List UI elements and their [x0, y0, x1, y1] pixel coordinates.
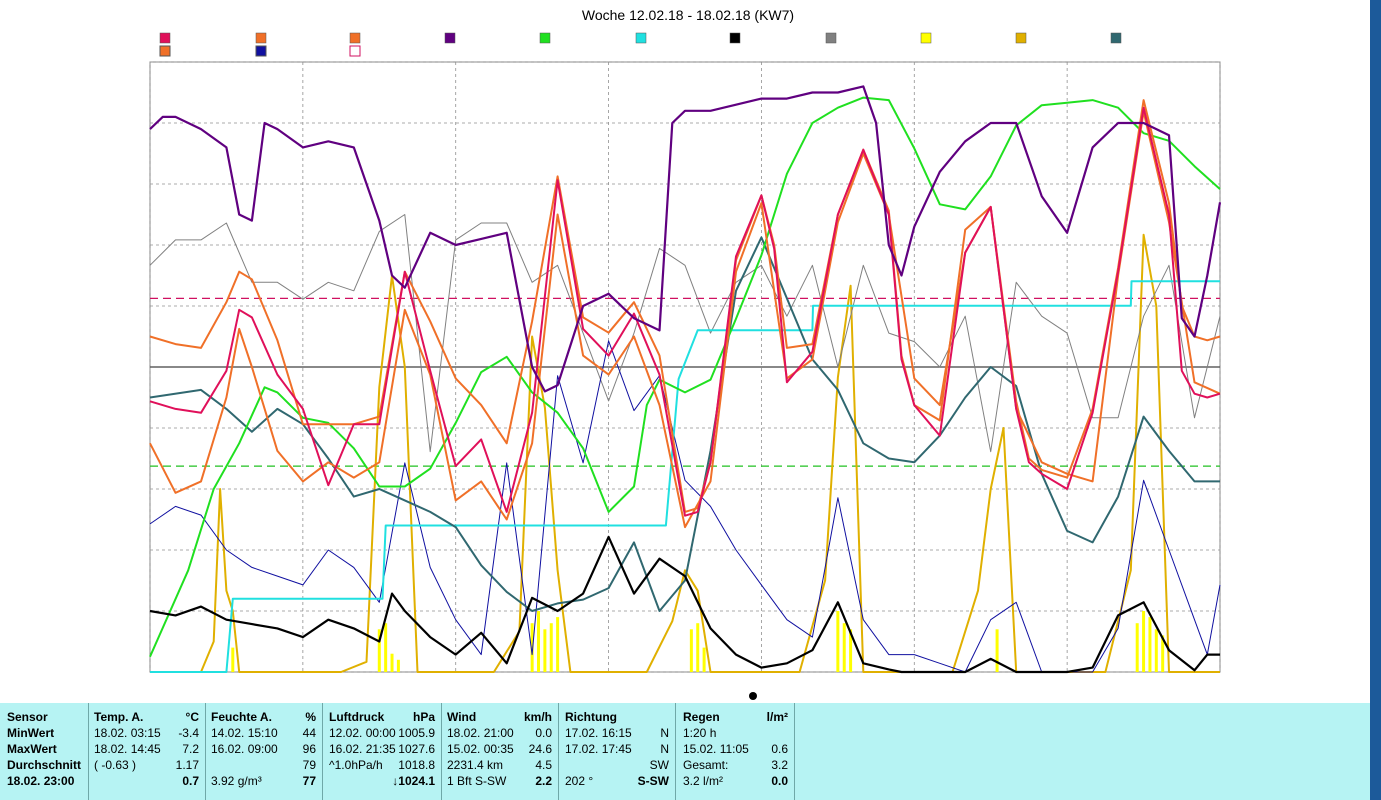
wind-distance: 2231.4 km [447, 758, 504, 772]
pressure-trend: ^1.0hPa/h [329, 758, 383, 772]
series-line-temp-a [149, 106, 1221, 517]
temp-avg-value: 1.17 [175, 758, 199, 772]
direction-max-time: 17.02. 17:45 [565, 742, 632, 756]
direction-degrees: 202 ° [565, 774, 594, 788]
series-line-feuchte-a [149, 85, 1222, 393]
legend-swatch [349, 45, 361, 57]
legend-swatch [729, 32, 741, 44]
legend-swatch [920, 32, 932, 44]
legend-swatch [1110, 32, 1122, 44]
direction-min-value: N [660, 726, 669, 740]
rain-header: Regen [683, 710, 720, 724]
rain-unit: l/m² [766, 710, 788, 724]
pressure-current-value: ↓1024.1 [392, 774, 435, 788]
direction-avg-value: SW [649, 758, 669, 772]
humidity-min-value: 44 [302, 726, 316, 740]
pressure-min-value: 1005.9 [398, 726, 435, 740]
wind-avg-value: 4.5 [535, 758, 552, 772]
humidity-avg-value: 79 [302, 758, 316, 772]
series-line-windchill [149, 110, 1221, 529]
humidity-header: Feuchte A. [211, 710, 272, 724]
direction-header: Richtung [565, 710, 617, 724]
series-line-solar [150, 233, 1220, 673]
temp-min-time: 18.02. 03:15 [94, 726, 161, 740]
wind-min-time: 18.02. 21:00 [447, 726, 514, 740]
series-line-wind [149, 535, 1220, 674]
rain-current-value: 0.0 [771, 774, 788, 788]
direction-max-value: N [660, 742, 669, 756]
wind-unit: km/h [523, 710, 552, 724]
wind-max-time: 15.02. 00:35 [447, 742, 514, 756]
pressure-column: Luftdruck hPa 12.02. 00:00 1005.9 16.02.… [323, 703, 442, 800]
temp-header: Temp. A. [94, 710, 144, 724]
series-line-luftdruck [149, 96, 1221, 658]
sensor-header: Sensor [7, 710, 48, 724]
wind-beaufort: 1 Bft S-SW [447, 774, 507, 788]
humidity-min-time: 14.02. 15:10 [211, 726, 278, 740]
legend-swatch [349, 32, 361, 44]
wind-max-value: 24.6 [528, 742, 552, 756]
pressure-unit: hPa [412, 710, 435, 724]
row-label-avg: Durchschnitt [7, 758, 82, 772]
rain-max-time: 15.02. 11:05 [683, 742, 749, 756]
legend [159, 32, 1122, 57]
temp-max-time: 18.02. 14:45 [94, 742, 161, 756]
temp-min-value: -3.4 [178, 726, 199, 740]
humidity-current-value: 77 [302, 774, 316, 788]
wind-column: Wind km/h 18.02. 21:00 0.0 15.02. 00:35 … [442, 703, 559, 800]
humidity-abs-value: 3.92 g/m³ [211, 774, 262, 788]
weather-week-chart: Woche 12.02.18 - 18.02.18 (KW7) [149, 7, 1222, 700]
rain-duration: 1:20 h [683, 726, 717, 740]
temp-max-value: 7.2 [182, 742, 199, 756]
legend-swatch [1015, 32, 1027, 44]
statistics-panel: Sensor MinWert MaxWert Durchschnitt 18.0… [0, 703, 1370, 800]
temp-current-value: 0.7 [182, 774, 199, 788]
rain-max-value: 0.6 [771, 742, 788, 756]
series-line-taupunkt [149, 236, 1220, 612]
legend-swatch [255, 45, 267, 57]
legend-swatch [635, 32, 647, 44]
direction-min-time: 17.02. 16:15 [565, 726, 632, 740]
pressure-avg-value: 1018.8 [398, 758, 435, 772]
window-edge [1370, 0, 1381, 800]
wind-current-value: 2.2 [535, 774, 552, 788]
rain-total-label: Gesamt: [683, 758, 729, 772]
temp-unit: °C [185, 710, 199, 724]
rain-total-value: 3.2 [771, 758, 788, 772]
row-label-min: MinWert [7, 726, 55, 740]
chart-title: Woche 12.02.18 - 18.02.18 (KW7) [582, 7, 794, 23]
legend-swatch [255, 32, 267, 44]
wind-header: Wind [447, 710, 477, 724]
row-label-current: 18.02. 23:00 [7, 774, 75, 788]
legend-swatch [825, 32, 837, 44]
rain-sum: 3.2 l/m² [683, 774, 724, 788]
pressure-header: Luftdruck [329, 710, 385, 724]
pressure-min-time: 12.02. 00:00 [329, 726, 396, 740]
humidity-unit: % [305, 710, 316, 724]
rain-column: Regen l/m² 1:20 h 15.02. 11:05 0.6 Gesam… [676, 703, 795, 800]
midnight-marker-icon [749, 692, 757, 700]
pressure-max-time: 16.02. 21:35 [329, 742, 396, 756]
temp-avg-note: ( -0.63 ) [94, 758, 137, 772]
wind-min-value: 0.0 [535, 726, 552, 740]
humidity-max-value: 96 [302, 742, 316, 756]
humidity-max-time: 16.02. 09:00 [211, 742, 278, 756]
series-line-richtung [149, 214, 1221, 453]
direction-current-value: S-SW [637, 774, 669, 788]
pressure-max-value: 1027.6 [398, 742, 435, 756]
humidity-column: Feuchte A. % 14.02. 15:10 44 16.02. 09:0… [206, 703, 323, 800]
row-label-max: MaxWert [7, 742, 57, 756]
legend-swatch [159, 45, 171, 57]
legend-swatch [539, 32, 551, 44]
sensor-column: Sensor MinWert MaxWert Durchschnitt 18.0… [0, 703, 89, 800]
legend-swatch [444, 32, 456, 44]
legend-swatch [159, 32, 171, 44]
direction-column: Richtung 17.02. 16:15 N 17.02. 17:45 N S… [559, 703, 676, 800]
series-lines [149, 85, 1222, 674]
temp-column: Temp. A. °C 18.02. 03:15 -3.4 18.02. 14:… [89, 703, 206, 800]
